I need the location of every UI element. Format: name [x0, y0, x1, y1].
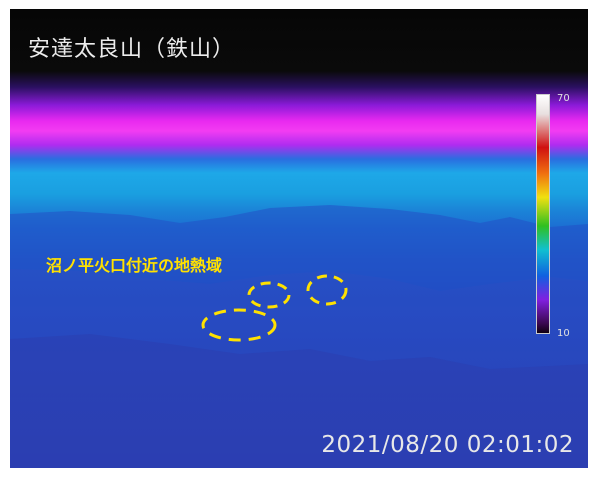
geothermal-area-marker: [306, 274, 348, 306]
geothermal-area-label: 沼ノ平火口付近の地熱域: [46, 256, 223, 275]
scale-max-label: 70: [557, 93, 570, 104]
thermal-camera-image: 安達太良山（鉄山） 沼ノ平火口付近の地熱域 2021/08/20 02:01:0…: [10, 9, 588, 468]
temperature-color-scale: [536, 94, 550, 334]
scale-min-label: 10: [557, 328, 570, 339]
mid-ridge: [10, 269, 588, 468]
geothermal-area-marker: [201, 308, 277, 342]
geothermal-area-marker: [247, 281, 291, 309]
near-slope: [10, 334, 588, 468]
timestamp: 2021/08/20 02:01:02: [321, 432, 574, 458]
terrain-silhouette: [10, 205, 588, 468]
camera-title: 安達太良山（鉄山）: [28, 37, 236, 62]
